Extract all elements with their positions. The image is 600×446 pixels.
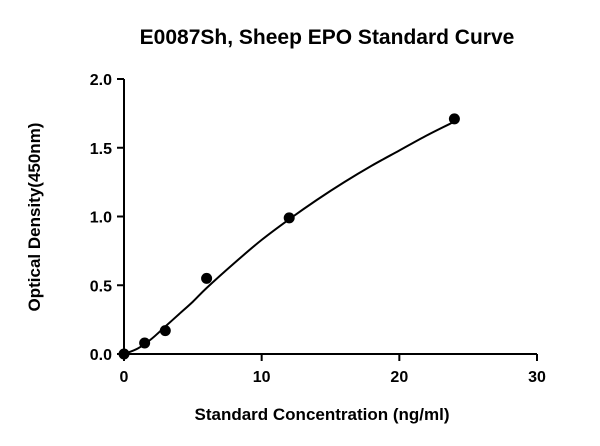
y-tick-label: 0.5 [90, 278, 112, 295]
y-tick-label: 1.0 [90, 210, 112, 227]
x-tick-label: 30 [528, 369, 546, 386]
y-tick-label: 2.0 [90, 72, 112, 89]
data-point [201, 272, 213, 284]
y-ticks: 0.0 0.5 1.0 1.5 2.0 [90, 72, 124, 364]
data-point [118, 348, 130, 360]
data-point [159, 325, 171, 337]
x-ticks: 0 10 20 30 [120, 354, 546, 386]
chart-title: E0087Sh, Sheep EPO Standard Curve [140, 26, 515, 49]
data-point [139, 337, 151, 349]
y-tick-label: 1.5 [90, 141, 112, 158]
data-points [118, 113, 460, 360]
x-tick-label: 10 [253, 369, 271, 386]
fit-curve [123, 120, 455, 355]
x-tick-label: 0 [120, 369, 129, 386]
data-point [283, 212, 295, 224]
x-axis-label: Standard Concentration (ng/ml) [195, 405, 450, 424]
y-axis-label: Optical Density(450nm) [25, 123, 44, 312]
data-point [448, 113, 460, 125]
y-tick-label: 0.0 [90, 347, 112, 364]
x-tick-label: 20 [390, 369, 408, 386]
